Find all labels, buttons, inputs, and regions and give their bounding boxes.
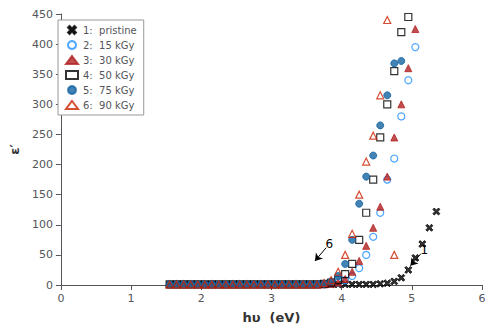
svg-text:1: 1 — [128, 292, 135, 305]
svg-text:4: 50 kGy: 4: 50 kGy — [83, 70, 135, 81]
svg-text:50: 50 — [39, 248, 53, 261]
svg-text:5: 5 — [408, 292, 415, 305]
svg-text:0: 0 — [57, 292, 64, 305]
svg-text:5: 75 kGy: 5: 75 kGy — [83, 85, 135, 96]
svg-text:450: 450 — [32, 8, 53, 21]
svg-text:1: 1 — [420, 243, 428, 257]
svg-text:400: 400 — [32, 38, 53, 51]
svg-text:200: 200 — [32, 158, 53, 171]
svg-text:hυ (eV): hυ (eV) — [243, 310, 301, 325]
svg-text:6: 6 — [326, 237, 334, 251]
svg-text:2: 15 kGy: 2: 15 kGy — [83, 40, 135, 51]
svg-text:100: 100 — [32, 218, 53, 231]
svg-text:1: pristine: 1: pristine — [83, 25, 137, 36]
svg-text:300: 300 — [32, 98, 53, 111]
svg-text:350: 350 — [32, 68, 53, 81]
svg-text:150: 150 — [32, 188, 53, 201]
svg-text:3: 3 — [268, 292, 275, 305]
svg-text:6: 6 — [479, 292, 486, 305]
svg-text:4: 4 — [338, 292, 345, 305]
svg-text:3: 30 kGy: 3: 30 kGy — [83, 55, 135, 66]
svg-text:6: 90 kGy: 6: 90 kGy — [83, 100, 135, 111]
svg-text:ε′: ε′ — [7, 144, 22, 155]
svg-text:250: 250 — [32, 128, 53, 141]
svg-text:2: 2 — [198, 292, 205, 305]
svg-text:0: 0 — [46, 279, 53, 292]
